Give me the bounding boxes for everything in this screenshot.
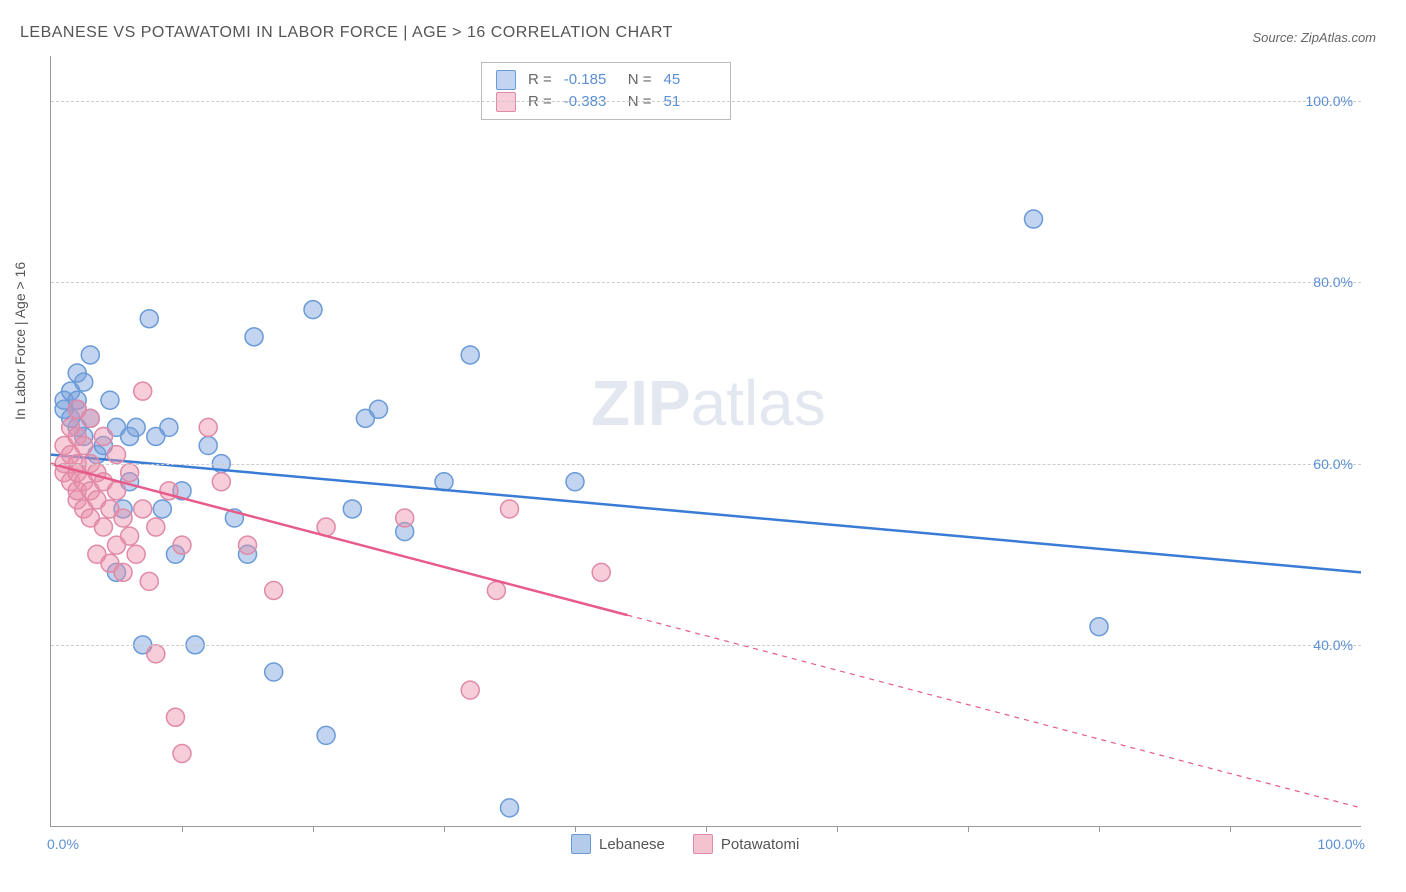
scatter-plot [51, 56, 1361, 826]
legend-item-potawatomi: Potawatomi [693, 834, 799, 854]
gridline [51, 645, 1361, 646]
x-tick [837, 826, 838, 832]
legend-label-potawatomi: Potawatomi [721, 836, 799, 853]
source-label: Source: ZipAtlas.com [1252, 30, 1376, 45]
gridline [51, 464, 1361, 465]
x-tick [182, 826, 183, 832]
y-tick-label: 80.0% [1313, 274, 1353, 290]
swatch-potawatomi-icon [693, 834, 713, 854]
x-tick [1099, 826, 1100, 832]
plot-area: ZIPatlas R =-0.185 N =45 R =-0.383 N =51… [50, 56, 1361, 827]
x-tick-0: 0.0% [47, 836, 79, 852]
y-tick-label: 100.0% [1306, 93, 1353, 109]
y-tick-label: 60.0% [1313, 456, 1353, 472]
legend-label-lebanese: Lebanese [599, 836, 665, 853]
x-tick [444, 826, 445, 832]
x-tick [968, 826, 969, 832]
y-tick-label: 40.0% [1313, 637, 1353, 653]
x-tick [1230, 826, 1231, 832]
gridline [51, 101, 1361, 102]
chart-title: LEBANESE VS POTAWATOMI IN LABOR FORCE | … [20, 24, 673, 42]
x-tick-100: 100.0% [1318, 836, 1365, 852]
gridline [51, 282, 1361, 283]
chart-container: ZIPatlas R =-0.185 N =45 R =-0.383 N =51… [50, 56, 1390, 846]
series-legend: Lebanese Potawatomi [571, 834, 799, 854]
y-axis-label: In Labor Force | Age > 16 [12, 262, 28, 420]
legend-item-lebanese: Lebanese [571, 834, 665, 854]
x-tick [313, 826, 314, 832]
x-tick [575, 826, 576, 832]
swatch-lebanese-icon [571, 834, 591, 854]
x-tick [706, 826, 707, 832]
